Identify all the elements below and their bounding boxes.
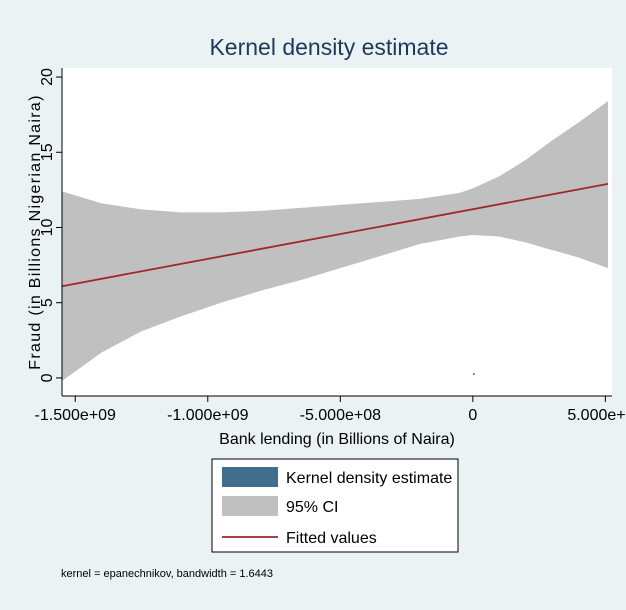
legend-label-fitted: Fitted values — [286, 530, 377, 547]
ci-band — [62, 101, 608, 381]
x-axis-label: Bank lending (in Billions of Naira) — [219, 431, 455, 448]
x-tick-label: -5.000e+08 — [300, 407, 382, 424]
kernel-note: kernel = epanechnikov, bandwidth = 1.644… — [61, 568, 273, 580]
y-tick-label: 20 — [39, 68, 56, 86]
y-tick-label: 15 — [39, 143, 56, 161]
legend-label-kde: Kernel density estimate — [286, 470, 452, 487]
x-tick-label: 5.000e+08 — [567, 407, 626, 424]
legend-swatch-kde — [222, 467, 278, 487]
chart-title: Kernel density estimate — [209, 34, 448, 60]
y-axis-label: Fraud (in Billions Nigerian Naira) — [27, 94, 44, 369]
y-tick-label: 0 — [39, 373, 56, 382]
legend-swatch-ci — [222, 496, 278, 516]
legend-label-ci: 95% CI — [286, 499, 338, 516]
fitted-values-line — [61, 183, 609, 288]
y-tick-label: 10 — [39, 218, 56, 236]
x-tick-label: 0 — [468, 407, 477, 424]
data-point — [473, 373, 475, 375]
y-tick-label: 5 — [39, 298, 56, 307]
legend: Kernel density estimate 95% CI Fitted va… — [211, 458, 459, 553]
x-tick-label: -1.500e+09 — [35, 407, 117, 424]
x-tick-label: -1.000e+09 — [167, 407, 249, 424]
